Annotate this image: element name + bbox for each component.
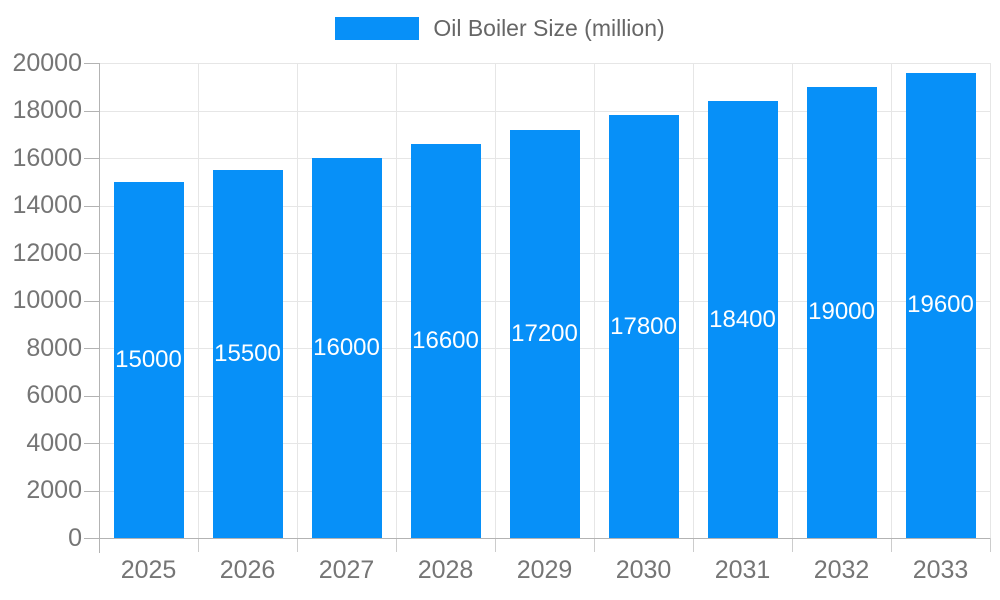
x-tick-label: 2032 bbox=[813, 556, 870, 584]
bar-value-label: 19600 bbox=[907, 291, 974, 319]
y-tick-label: 2000 bbox=[26, 476, 82, 504]
x-tick bbox=[594, 538, 595, 552]
v-gridline bbox=[891, 63, 892, 538]
x-tick-label: 2031 bbox=[714, 556, 771, 584]
bar[interactable] bbox=[905, 72, 976, 538]
y-tick-label: 10000 bbox=[12, 286, 82, 314]
v-gridline bbox=[297, 63, 298, 538]
x-tick-label: 2028 bbox=[417, 556, 474, 584]
y-tick bbox=[84, 110, 99, 112]
x-tick bbox=[693, 538, 694, 552]
y-tick bbox=[84, 158, 99, 159]
x-tick-label: 2033 bbox=[912, 556, 969, 584]
x-tick bbox=[297, 538, 298, 552]
v-gridline bbox=[495, 63, 496, 538]
x-tick bbox=[198, 538, 199, 552]
bar[interactable] bbox=[410, 143, 481, 538]
y-tick-label: 14000 bbox=[12, 191, 82, 219]
bar[interactable] bbox=[608, 115, 679, 538]
bar-value-label: 18400 bbox=[709, 305, 776, 333]
v-gridline bbox=[396, 63, 397, 538]
y-tick-label: 0 bbox=[68, 523, 82, 552]
x-tick bbox=[891, 538, 892, 552]
bar-value-label: 17800 bbox=[610, 312, 677, 340]
x-tick-label: 2027 bbox=[318, 556, 375, 584]
legend-label: Oil Boiler Size (million) bbox=[433, 15, 665, 41]
bar[interactable] bbox=[707, 101, 778, 538]
legend-item[interactable]: Oil Boiler Size (million) bbox=[0, 15, 1000, 41]
v-gridline bbox=[990, 63, 991, 538]
bar[interactable] bbox=[311, 158, 382, 538]
y-tick-label: 8000 bbox=[26, 333, 82, 362]
v-gridline bbox=[792, 63, 793, 538]
y-tick bbox=[84, 300, 99, 302]
x-tick bbox=[792, 538, 793, 552]
y-tick-label: 20000 bbox=[12, 48, 82, 77]
h-gridline bbox=[99, 63, 990, 64]
bar[interactable] bbox=[509, 129, 580, 538]
bar-value-label: 17200 bbox=[511, 319, 578, 347]
x-tick-label: 2029 bbox=[516, 556, 573, 584]
bar-value-label: 16600 bbox=[412, 326, 479, 354]
y-tick-label: 16000 bbox=[12, 143, 82, 172]
y-tick bbox=[84, 538, 99, 539]
bar[interactable] bbox=[113, 181, 184, 538]
x-tick-label: 2026 bbox=[219, 556, 276, 584]
y-tick-label: 6000 bbox=[26, 381, 82, 409]
y-tick bbox=[84, 63, 99, 64]
bar-value-label: 15000 bbox=[115, 345, 182, 373]
y-tick-label: 18000 bbox=[12, 96, 82, 124]
bar[interactable] bbox=[212, 169, 283, 538]
y-axis-line bbox=[99, 63, 100, 553]
x-tick bbox=[396, 538, 397, 552]
v-gridline bbox=[594, 63, 595, 538]
y-tick-label: 4000 bbox=[26, 428, 82, 457]
y-tick bbox=[84, 395, 99, 397]
x-tick bbox=[495, 538, 496, 552]
bar-value-label: 19000 bbox=[808, 298, 875, 326]
bar-value-label: 16000 bbox=[313, 334, 380, 361]
x-tick-label: 2030 bbox=[615, 556, 672, 584]
bar[interactable] bbox=[806, 86, 877, 538]
y-tick bbox=[84, 443, 99, 444]
v-gridline bbox=[198, 63, 199, 538]
y-tick bbox=[84, 348, 99, 349]
legend-swatch bbox=[335, 17, 420, 41]
y-tick bbox=[84, 205, 99, 207]
y-tick bbox=[84, 490, 99, 492]
bar-value-label: 15500 bbox=[214, 339, 281, 367]
y-tick bbox=[84, 253, 99, 254]
x-tick-label: 2025 bbox=[120, 556, 177, 584]
v-gridline bbox=[693, 63, 694, 538]
h-gridline bbox=[99, 110, 990, 112]
x-axis-line bbox=[99, 538, 990, 539]
y-tick-label: 12000 bbox=[12, 238, 82, 267]
x-tick bbox=[990, 538, 991, 552]
